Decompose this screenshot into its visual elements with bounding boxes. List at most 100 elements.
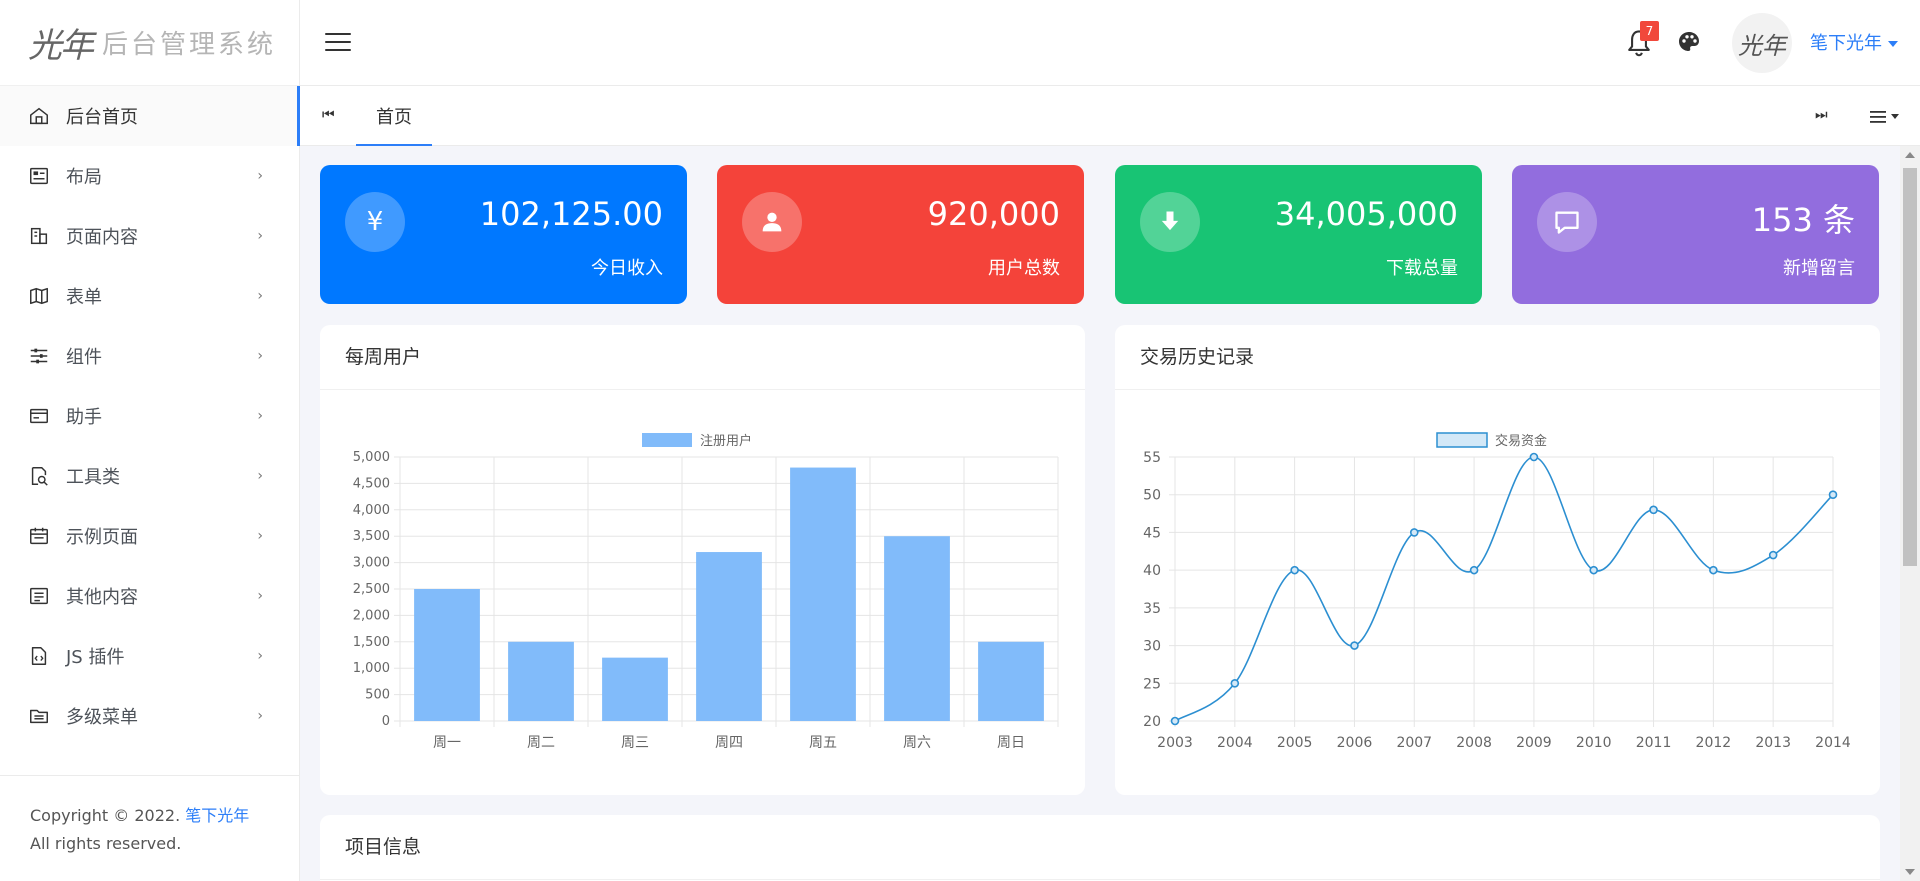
tab-home[interactable]: 首页 <box>356 86 432 146</box>
y-tick-label: 35 <box>1143 601 1161 617</box>
point-2006[interactable] <box>1350 641 1359 650</box>
y-tick-label: 0 <box>382 714 390 729</box>
x-tick-label: 2009 <box>1516 735 1552 751</box>
series-line-transactions <box>1174 456 1834 722</box>
sidebar-item-label: 其他内容 <box>66 587 138 608</box>
stat-value: 920,000 <box>927 195 1060 233</box>
sidebar-item-label: 工具类 <box>66 467 120 488</box>
point-2013[interactable] <box>1768 550 1778 560</box>
user-menu-dropdown[interactable]: 笔下光年 <box>1810 29 1898 55</box>
point-2014[interactable] <box>1828 490 1838 500</box>
tab-last-button[interactable]: ⏭ <box>1815 107 1828 123</box>
y-tick-label: 1,500 <box>353 635 390 650</box>
sidebar-item-4[interactable]: 组件 › <box>0 326 299 386</box>
sidebar-item-label: 多级菜单 <box>66 707 138 728</box>
chevron-right-icon: › <box>257 588 263 604</box>
scroll-up-icon[interactable] <box>1905 152 1915 158</box>
y-tick-label: 50 <box>1143 488 1161 504</box>
legend-swatch[interactable] <box>642 433 692 447</box>
transactions-chart: 交易资金 20 25 30 35 40 45 50 55 2003 2004 2005 2006 2007… <box>1143 432 1851 751</box>
copyright-brand-link[interactable]: 笔下光年 <box>185 806 250 825</box>
legend-label[interactable]: 交易资金 <box>1495 433 1547 449</box>
weekly-users-panel: 每周用户 注册用户 0 500 1,000 1,500 2,000 2,500 3,000 3,… <box>320 325 1085 795</box>
sidebar-item-1[interactable]: 布局 › <box>0 146 299 206</box>
x-tick-label: 周六 <box>903 735 931 751</box>
tab-first-button[interactable]: ⏮ <box>322 107 335 123</box>
copyright-prefix: Copyright © 2022. <box>30 806 186 825</box>
scroll-thumb[interactable] <box>1903 168 1917 566</box>
legend-swatch[interactable] <box>1436 432 1488 448</box>
avatar[interactable]: 光年 <box>1732 13 1792 73</box>
sidebar-item-2[interactable]: 页面内容 › <box>0 206 299 266</box>
sidebar-item-9[interactable]: JS 插件 › <box>0 626 299 686</box>
list-icon <box>30 587 48 605</box>
bar-周四[interactable] <box>696 552 762 721</box>
y-tick-label: 2,000 <box>353 608 390 623</box>
page-scrollbar[interactable] <box>1900 146 1920 881</box>
x-tick-label: 周四 <box>715 735 743 751</box>
sidebar-item-label: 表单 <box>66 287 102 308</box>
point-2003[interactable] <box>1170 716 1180 726</box>
point-2004[interactable] <box>1230 678 1240 688</box>
bar-周五[interactable] <box>790 467 856 721</box>
y-tick-label: 3,500 <box>353 529 390 544</box>
sidebar-item-label: 组件 <box>66 347 102 368</box>
tab-bar: ⏮ 首页 ⏭ <box>300 86 1920 146</box>
x-tick-label: 周二 <box>527 735 555 751</box>
stat-value: 153 条 <box>1751 201 1855 239</box>
y-tick-label: 1,000 <box>353 661 390 676</box>
sidebar-item-7[interactable]: 示例页面 › <box>0 506 299 566</box>
scroll-down-icon[interactable] <box>1905 869 1915 875</box>
sidebar-item-8[interactable]: 其他内容 › <box>0 566 299 626</box>
point-2010[interactable] <box>1589 565 1599 575</box>
sidebar-item-label: JS 插件 <box>66 647 125 668</box>
palette-icon[interactable] <box>1677 30 1701 54</box>
chevron-right-icon: › <box>257 408 263 424</box>
chevron-right-icon: › <box>257 228 263 244</box>
point-2009[interactable] <box>1529 452 1539 462</box>
menu-toggle-icon[interactable] <box>325 33 351 53</box>
legend-label[interactable]: 注册用户 <box>700 433 752 449</box>
bar-周一[interactable] <box>414 589 480 721</box>
sidebar-item-5[interactable]: 助手 › <box>0 386 299 446</box>
point-2005[interactable] <box>1290 565 1299 575</box>
x-tick-label: 2012 <box>1696 735 1732 751</box>
y-tick-label: 30 <box>1143 639 1161 655</box>
bar-周三[interactable] <box>602 657 668 721</box>
x-tick-label: 周一 <box>433 735 461 751</box>
sidebar-item-label: 助手 <box>66 407 102 428</box>
y-tick-label: 45 <box>1143 525 1161 541</box>
point-2011[interactable] <box>1649 505 1658 515</box>
stat-value: 34,005,000 <box>1274 195 1458 233</box>
tab-menu-icon[interactable] <box>1870 110 1904 124</box>
logo-text: 后台管理系统 <box>102 30 277 60</box>
y-tick-label: 20 <box>1143 714 1161 730</box>
username-label: 笔下光年 <box>1810 33 1882 54</box>
chevron-right-icon: › <box>257 288 263 304</box>
bar-周二[interactable] <box>508 641 574 721</box>
sidebar-item-6[interactable]: 工具类 › <box>0 446 299 506</box>
stat-label: 新增留言 <box>1783 258 1855 279</box>
download-icon <box>1140 192 1200 252</box>
point-2007[interactable] <box>1409 528 1419 537</box>
x-tick-label: 2011 <box>1636 735 1672 751</box>
bar-周六[interactable] <box>884 536 950 721</box>
x-tick-label: 周五 <box>809 735 837 751</box>
message-icon <box>1537 192 1597 252</box>
code-file-icon <box>31 647 47 665</box>
y-tick-label: 25 <box>1143 676 1161 692</box>
stat-card-1: 920,000 用户总数 <box>717 165 1084 304</box>
x-tick-label: 2003 <box>1157 735 1193 751</box>
bar-周日[interactable] <box>978 641 1044 721</box>
weekly-users-chart: 注册用户 0 500 1,000 1,500 2,000 2,500 3,000 3,500 4,… <box>353 433 1059 751</box>
chevron-right-icon: › <box>257 528 263 544</box>
stat-value: 102,125.00 <box>479 195 663 233</box>
logo[interactable]: 光年 后台管理系统 <box>0 0 299 86</box>
point-2012[interactable] <box>1709 565 1718 575</box>
sidebar-item-10[interactable]: 多级菜单 › <box>0 686 299 746</box>
weekly-users-title: 每周用户 <box>320 325 1085 390</box>
sidebar-item-3[interactable]: 表单 › <box>0 266 299 326</box>
point-2008[interactable] <box>1469 565 1479 575</box>
y-tick-label: 500 <box>365 688 390 703</box>
sidebar-item-0[interactable]: 后台首页 <box>0 86 300 146</box>
